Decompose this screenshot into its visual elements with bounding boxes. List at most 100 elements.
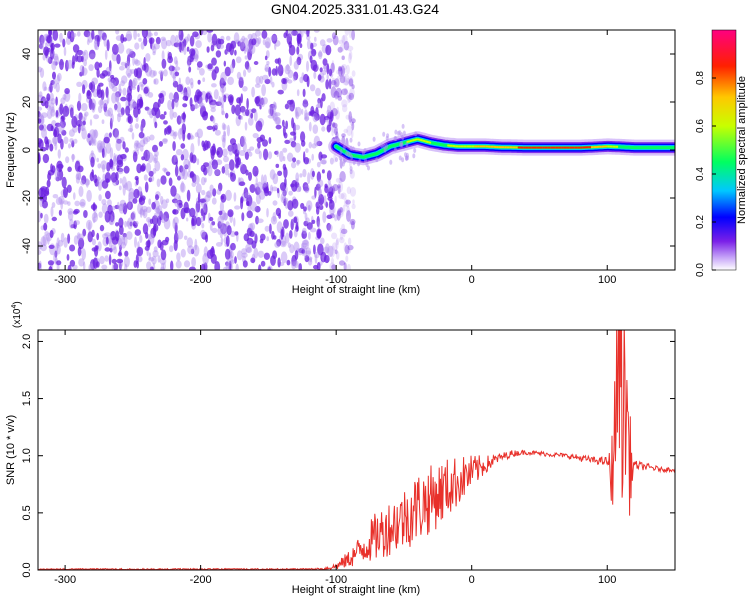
noise-dot: [168, 92, 174, 101]
noise-dot: [285, 120, 288, 130]
noise-dot: [147, 92, 154, 98]
noise-dot: [54, 43, 61, 48]
noise-dot: [207, 32, 212, 43]
noise-dot: [104, 232, 111, 237]
noise-dot: [182, 95, 188, 101]
noise-dot: [50, 42, 55, 51]
noise-dot: [210, 107, 216, 113]
noise-dot: [119, 244, 122, 251]
noise-dot: [173, 232, 179, 244]
noise-dot: [343, 40, 350, 51]
noise-dot: [173, 66, 181, 71]
noise-dot: [148, 257, 155, 262]
noise-dot: [129, 51, 136, 58]
noise-dot: [113, 263, 119, 270]
noise-dot: [349, 187, 357, 197]
noise-dot: [313, 71, 317, 80]
noise-dot: [331, 77, 336, 84]
noise-dot: [337, 208, 342, 217]
noise-dot: [195, 208, 198, 219]
noise-dot: [270, 255, 276, 266]
noise-dot: [140, 83, 144, 91]
noise-dot: [110, 113, 114, 124]
noise-dot: [251, 108, 257, 114]
colorbar-tick-label: 0.8: [695, 71, 706, 85]
noise-dot: [126, 54, 131, 67]
noise-dot: [180, 181, 185, 192]
noise-dot: [81, 55, 84, 63]
noise-dot: [200, 229, 206, 238]
noise-dot: [255, 215, 259, 225]
noise-dot: [88, 82, 93, 91]
noise-dot: [152, 70, 157, 77]
noise-dot: [46, 55, 51, 63]
colorbar-tick-label: 0.2: [695, 215, 706, 229]
noise-dot: [66, 59, 74, 69]
noise-dot: [211, 33, 218, 46]
noise-dot: [180, 248, 186, 258]
noise-dot: [317, 221, 321, 229]
noise-dot: [290, 218, 294, 231]
noise-dot: [233, 32, 240, 44]
noise-dot: [180, 143, 186, 149]
noise-dot: [111, 236, 119, 245]
noise-dot: [50, 125, 54, 132]
noise-dot: [234, 104, 241, 116]
noise-dot: [248, 116, 254, 126]
noise-dot: [284, 197, 289, 209]
noise-dot: [100, 160, 108, 170]
noise-dot: [105, 190, 111, 200]
noise-dot: [126, 92, 133, 102]
noise-dot: [139, 144, 144, 152]
noise-dot: [288, 210, 294, 217]
noise-dot: [233, 217, 236, 227]
noise-dot: [122, 141, 126, 150]
noise-dot: [342, 80, 349, 86]
noise-dot: [97, 175, 100, 188]
noise-dot: [315, 183, 321, 191]
noise-dot: [133, 142, 138, 150]
noise-dot: [40, 112, 48, 118]
snr-marks: [38, 330, 675, 570]
noise-dot: [220, 237, 224, 245]
noise-dot: [172, 111, 178, 118]
ridge-speckle: [385, 143, 389, 149]
noise-dot: [286, 63, 290, 72]
noise-dot: [60, 138, 64, 150]
noise-dot: [301, 249, 306, 254]
y-tick-label: 1.0: [21, 448, 33, 463]
noise-dot: [332, 35, 339, 46]
noise-dot: [330, 86, 337, 98]
noise-dot: [296, 46, 300, 55]
noise-dot: [275, 117, 281, 125]
noise-dot: [49, 82, 53, 93]
figure-title: GN04.2025.331.01.43.G24: [271, 1, 439, 17]
ridge-speckle: [394, 129, 398, 135]
noise-dot: [309, 257, 313, 263]
noise-dot: [337, 75, 344, 80]
noise-dot: [91, 212, 98, 223]
noise-dot: [111, 258, 117, 264]
snr-multiplier-exp: 4: [11, 305, 18, 309]
noise-dot: [77, 31, 81, 37]
noise-dot: [331, 32, 337, 40]
noise-dot: [46, 93, 51, 102]
noise-dot: [56, 160, 63, 173]
noise-dot: [81, 103, 88, 112]
noise-dot: [90, 137, 95, 146]
noise-dot: [312, 112, 319, 123]
noise-dot: [38, 152, 41, 164]
noise-dot: [234, 149, 240, 157]
noise-dot: [299, 173, 303, 178]
noise-dot: [221, 104, 225, 115]
ridge-speckle: [349, 137, 353, 143]
noise-dot: [98, 181, 102, 191]
noise-dot: [126, 48, 132, 55]
noise-dot: [263, 174, 267, 184]
noise-dot: [246, 98, 249, 110]
noise-dot: [291, 30, 298, 36]
noise-dot: [62, 200, 69, 205]
noise-dot: [203, 246, 208, 257]
noise-dot: [99, 255, 105, 265]
noise-dot: [195, 40, 202, 49]
